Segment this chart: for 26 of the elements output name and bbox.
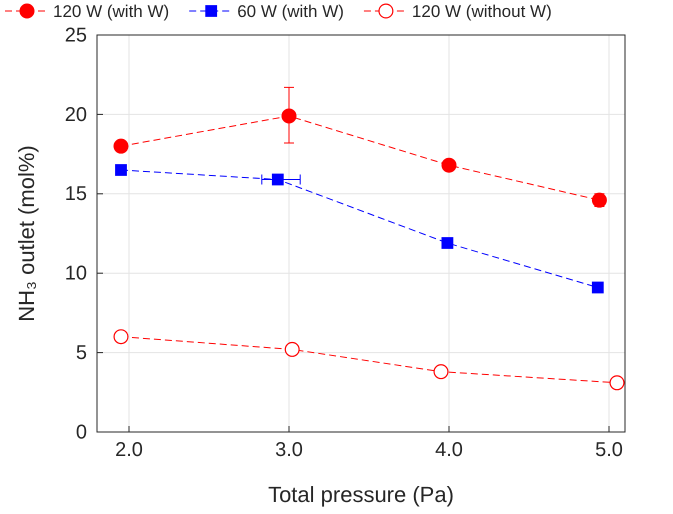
point	[281, 108, 297, 124]
point	[115, 164, 127, 176]
y-tick-label: 15	[64, 183, 87, 206]
legend-label: 120 W (without W)	[412, 2, 552, 21]
point	[284, 342, 300, 357]
legend-label: 60 W (with W)	[237, 2, 344, 21]
y-tick-label: 10	[64, 262, 87, 285]
x-tick-label: 4.0	[435, 439, 463, 462]
point	[113, 138, 129, 154]
y-tick-label: 0	[76, 421, 87, 444]
point	[441, 158, 457, 173]
point	[441, 237, 454, 249]
x-axis-title: Total pressure (Pa)	[268, 482, 454, 507]
point	[609, 375, 625, 390]
point	[113, 329, 129, 344]
y-tick-label: 25	[64, 24, 87, 46]
x-tick-label: 5.0	[595, 439, 623, 462]
y-axis-title: NH₃ outlet (mol%)	[14, 145, 39, 322]
y-tick-label: 5	[76, 342, 87, 364]
point	[592, 282, 604, 294]
x-tick-label: 2.0	[115, 439, 143, 462]
point	[433, 364, 449, 380]
point	[272, 174, 284, 186]
x-tick-label: 3.0	[275, 439, 303, 462]
legend-label: 120 W (with W)	[53, 2, 170, 21]
y-tick-label: 20	[64, 104, 87, 126]
